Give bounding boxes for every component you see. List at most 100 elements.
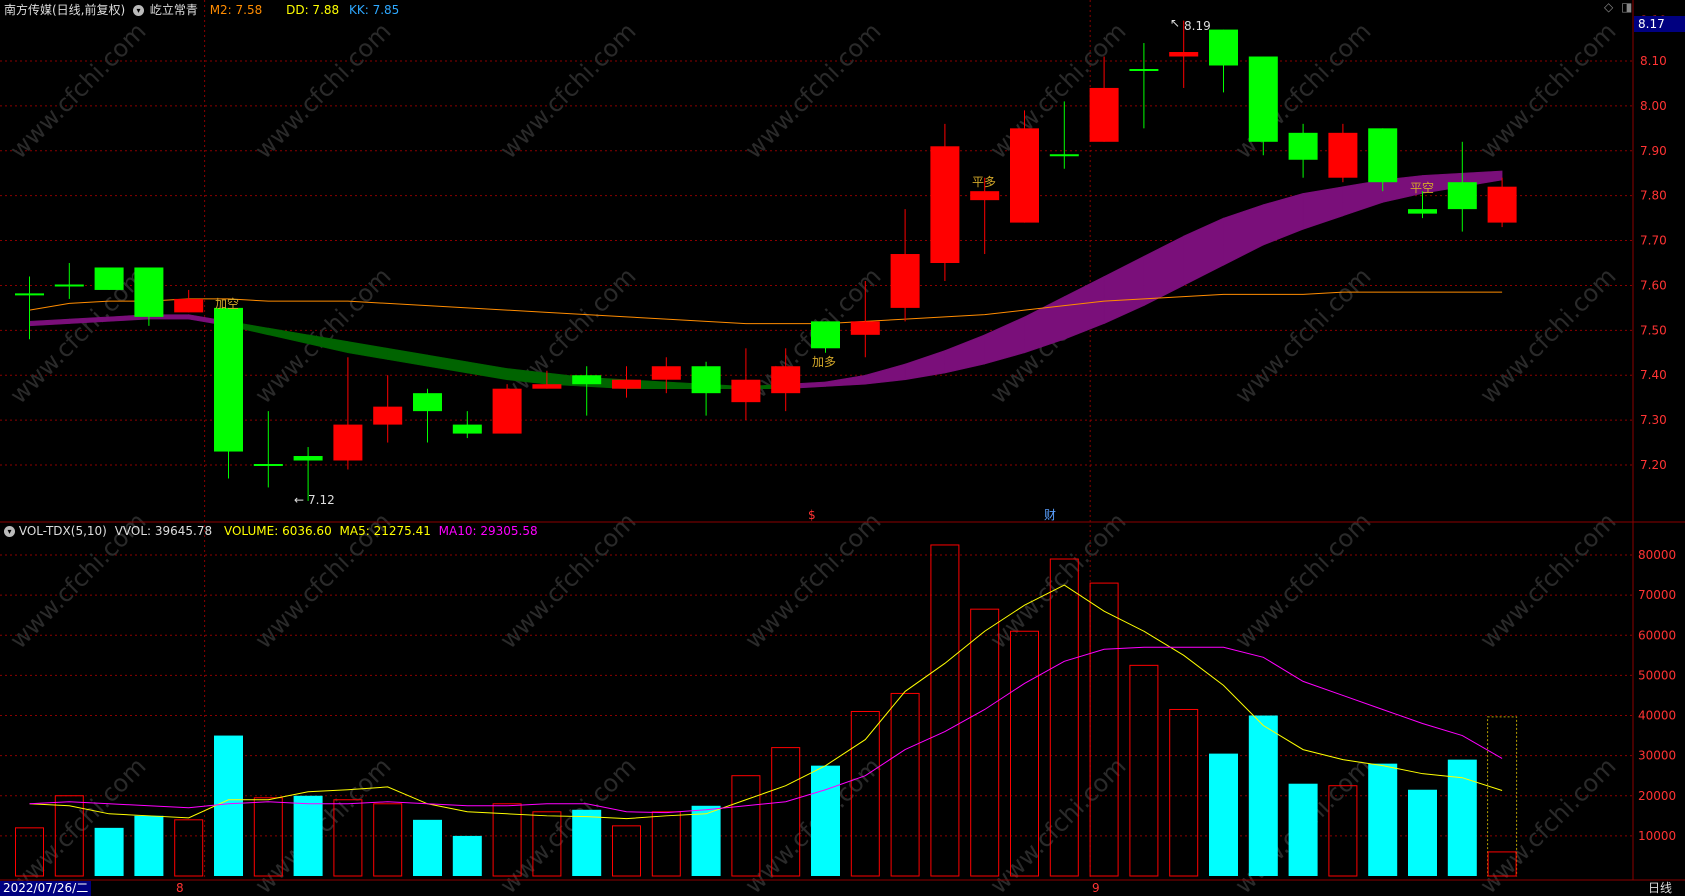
volume-bar — [612, 825, 641, 877]
candle-body — [134, 267, 164, 317]
ma5-value: MA5: 21275.41 — [339, 524, 431, 538]
volume-bar — [1487, 851, 1517, 877]
ribbon-segment — [1143, 235, 1184, 307]
restore-icon[interactable]: ◨ — [1621, 0, 1633, 14]
volume-header: ▾ VOL-TDX(5,10) VVOL: 39645.78 VOLUME: 6… — [4, 524, 538, 538]
volume-bar — [1248, 715, 1278, 876]
ribbon-segment — [1223, 204, 1264, 266]
vol-indicator-name[interactable]: VOL-TDX(5,10) — [18, 524, 107, 538]
m2-value: M2: 7.58 — [209, 3, 263, 17]
candle-body — [293, 456, 323, 461]
volume-bar — [1408, 789, 1437, 876]
watermark-text: www.cfchi.com — [1474, 507, 1621, 654]
candle-body — [771, 366, 801, 394]
volume-bar — [15, 827, 44, 877]
ma10-value: MA10: 29305.58 — [438, 524, 538, 538]
price-tick-label: 7.60 — [1640, 278, 1667, 292]
candle-body — [1368, 128, 1398, 183]
candle-body — [811, 321, 840, 349]
volume-bar — [651, 811, 681, 877]
dropdown-circle-icon[interactable]: ▾ — [133, 5, 145, 16]
candle-body — [1288, 132, 1318, 160]
watermark-text: www.cfchi.com — [1474, 262, 1621, 409]
volume-bar — [890, 692, 920, 877]
volume-tick-label: 70000 — [1638, 588, 1676, 602]
volume-bar — [1447, 759, 1477, 876]
volume-bar — [373, 803, 403, 877]
vvol-value: VVOL: 39645.78 — [114, 524, 213, 538]
volume-ma-lines — [29, 584, 1503, 820]
volume-tick-label: 20000 — [1638, 789, 1676, 803]
volume-tick-label: 10000 — [1638, 829, 1676, 843]
watermark-text: www.cfchi.com — [4, 262, 151, 409]
candle-body — [1089, 87, 1119, 142]
price-tick-label: 7.20 — [1640, 458, 1667, 472]
candle-body — [691, 366, 721, 394]
ribbon-segment — [864, 363, 906, 385]
watermark-text: www.cfchi.com — [249, 752, 396, 896]
volume-bar — [691, 805, 721, 876]
indicator-name[interactable]: 屹立常青 — [149, 3, 198, 17]
m2-polyline — [29, 291, 1503, 325]
ribbon-segment — [904, 350, 946, 381]
window-controls: ◇ ◨ — [1604, 0, 1632, 14]
stock-name[interactable]: 南方传媒(日线,前复权) — [4, 3, 126, 17]
watermark-text: www.cfchi.com — [1474, 752, 1621, 896]
marker-dollar[interactable]: $ — [808, 508, 816, 522]
watermark-text: www.cfchi.com — [984, 752, 1131, 896]
candle-body — [1408, 209, 1437, 214]
diamond-icon[interactable]: ◇ — [1604, 0, 1614, 14]
signal-jiakong: 加空 — [215, 297, 239, 311]
candle-body — [214, 307, 243, 452]
watermark-text: www.cfchi.com — [984, 507, 1131, 654]
watermark-text: www.cfchi.com — [4, 752, 151, 896]
volume-bar — [333, 799, 363, 877]
volume-bars — [15, 544, 1518, 877]
price-axis: 8.198.108.007.907.807.707.607.507.407.30… — [1638, 14, 1676, 843]
dropdown-circle-icon[interactable]: ▾ — [4, 526, 15, 537]
volume-bar — [811, 765, 840, 876]
current-price-value: 8.17 — [1638, 17, 1665, 31]
candle-body — [731, 379, 761, 403]
volume-bar — [413, 819, 442, 876]
volume-bar — [970, 608, 1000, 877]
price-tick-label: 7.70 — [1640, 234, 1667, 248]
ma10-line — [29, 646, 1503, 814]
candle-body — [1328, 132, 1358, 178]
price-tick-label: 8.00 — [1640, 99, 1667, 113]
ribbon-segment — [944, 334, 986, 374]
candle-body — [1169, 52, 1199, 57]
candle-body — [1248, 56, 1278, 142]
m2-line — [29, 291, 1503, 325]
volume-tick-label: 80000 — [1638, 548, 1676, 562]
volume-bar — [731, 775, 761, 877]
ribbon-segment — [1342, 179, 1383, 217]
ma5-line — [29, 584, 1503, 820]
candle-body — [1209, 29, 1238, 66]
candle-body — [492, 388, 522, 434]
candle-body — [930, 146, 960, 263]
candle-body — [174, 298, 204, 313]
volume-bar — [94, 827, 124, 876]
watermark-text: www.cfchi.com — [494, 17, 641, 164]
volume-bar — [930, 544, 960, 877]
candle-body — [413, 393, 442, 412]
ribbon-segment — [29, 318, 70, 327]
period-label[interactable]: 日线 — [1648, 881, 1673, 895]
price-tick-label: 8.10 — [1640, 54, 1667, 68]
marker-finance[interactable]: 财 — [1044, 508, 1056, 522]
volume-bar — [1049, 558, 1079, 877]
volume-bar — [572, 809, 602, 876]
volume-bar — [1089, 582, 1119, 877]
candle-body — [651, 366, 681, 380]
candle-body — [1447, 182, 1477, 210]
watermark-text: www.cfchi.com — [249, 17, 396, 164]
volume-bar — [1368, 763, 1398, 876]
month-9-label: 9 — [1092, 881, 1100, 895]
high-arrow: ↖ — [1170, 16, 1180, 30]
candlesticks — [15, 20, 1517, 501]
ribbon-segment — [1183, 217, 1224, 286]
volume-tick-label: 40000 — [1638, 709, 1676, 723]
candle-body — [1010, 128, 1039, 223]
